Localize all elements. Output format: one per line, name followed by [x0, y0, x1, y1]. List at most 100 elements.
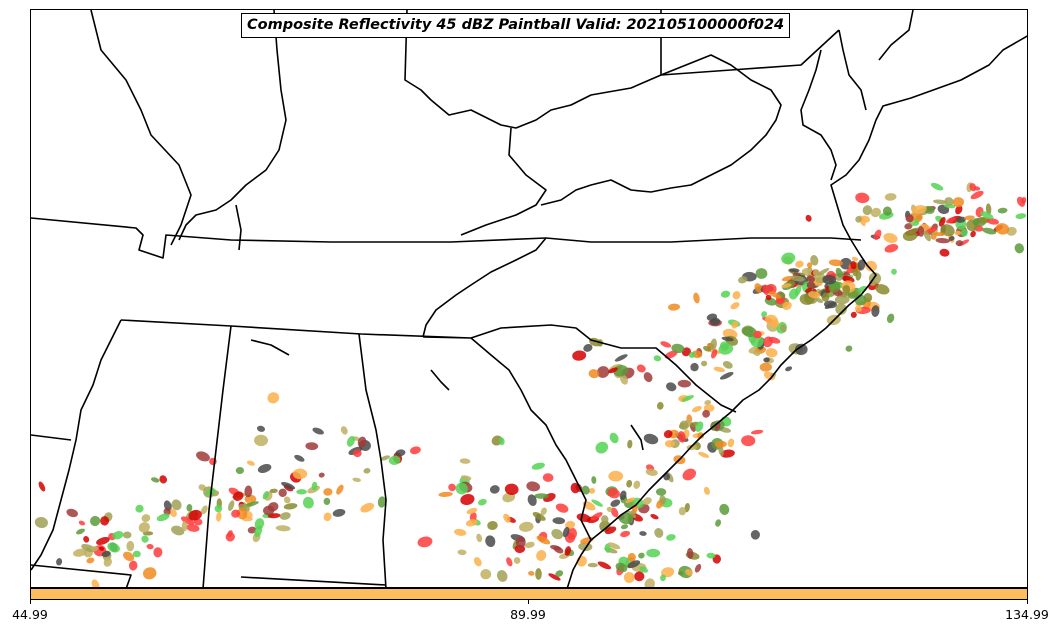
- reflectivity-blob: [952, 197, 964, 208]
- reflectivity-blob: [995, 223, 1010, 235]
- reflectivity-blob: [719, 503, 730, 515]
- reflectivity-blob: [610, 499, 621, 507]
- reflectivity-blob: [336, 484, 344, 495]
- pa-southern-line: [660, 10, 840, 76]
- reflectivity-blob: [857, 259, 866, 271]
- reflectivity-blob: [200, 505, 208, 515]
- reflectivity-blob: [438, 491, 453, 497]
- reflectivity-blob: [536, 550, 547, 561]
- reflectivity-blob: [721, 336, 734, 342]
- reflectivity-blob: [945, 217, 956, 224]
- reflectivity-blob: [257, 464, 272, 473]
- reflectivity-blob: [759, 362, 772, 372]
- reflectivity-blob: [682, 468, 697, 481]
- reflectivity-blob: [171, 499, 182, 511]
- reflectivity-blob: [363, 468, 371, 474]
- reflectivity-blob: [141, 535, 149, 543]
- reflectivity-blob: [409, 446, 421, 455]
- reflectivity-blob: [763, 357, 770, 363]
- reflectivity-blob: [489, 485, 500, 494]
- colorbar-tick-middle: [528, 600, 529, 604]
- reflectivity-blob: [685, 569, 693, 576]
- reflectivity-blob: [781, 252, 796, 265]
- reflectivity-blob: [659, 495, 667, 505]
- reflectivity-blob: [232, 491, 244, 501]
- reflectivity-blob: [884, 193, 897, 201]
- reflectivity-blob: [782, 301, 792, 310]
- reflectivity-blob: [980, 211, 994, 220]
- reflectivity-blob: [785, 366, 793, 372]
- reflectivity-blob: [948, 236, 955, 241]
- reflectivity-blob: [862, 205, 873, 216]
- reflectivity-blob: [180, 516, 195, 525]
- reflectivity-blob: [860, 215, 871, 223]
- reflectivity-blob: [633, 480, 641, 489]
- colorbar-label-mid: 89.99: [510, 607, 546, 622]
- reflectivity-blob: [643, 433, 659, 445]
- reflectivity-blob: [902, 230, 918, 242]
- reflectivity-blob: [917, 226, 925, 237]
- reflectivity-blob: [263, 505, 275, 516]
- reflectivity-blob: [122, 531, 132, 539]
- reflectivity-blob: [485, 535, 496, 548]
- reflectivity-blob: [608, 367, 618, 374]
- reflectivity-blob: [135, 504, 144, 513]
- reflectivity-blob: [639, 566, 649, 573]
- reflectivity-blob: [686, 548, 694, 559]
- reflectivity-blob: [519, 521, 534, 532]
- reflectivity-blob: [90, 515, 101, 527]
- reflectivity-blob: [761, 311, 767, 318]
- reflectivity-blob: [960, 228, 968, 237]
- reflectivity-blob: [591, 476, 597, 484]
- reflectivity-blob: [795, 260, 804, 268]
- reflectivity-blob: [664, 350, 678, 359]
- reflectivity-blob: [626, 511, 637, 518]
- reflectivity-blob: [269, 488, 278, 494]
- reflectivity-blob: [973, 186, 981, 191]
- reflectivity-blob: [711, 349, 718, 359]
- reflectivity-blob: [985, 203, 992, 215]
- reflectivity-blob: [123, 551, 135, 562]
- reflectivity-blob: [845, 345, 853, 352]
- reflectivity-blob: [769, 291, 782, 299]
- reflectivity-blob: [781, 276, 794, 282]
- ky-lake: [235, 204, 242, 251]
- reflectivity-blob: [677, 379, 692, 388]
- reflectivity-blob: [625, 497, 635, 504]
- reflectivity-blob: [765, 348, 778, 358]
- reflectivity-blob: [595, 441, 609, 454]
- reflectivity-blob: [228, 500, 235, 511]
- reflectivity-blob: [581, 485, 590, 495]
- reflectivity-blob: [935, 237, 950, 244]
- tn-southern-line: [120, 319, 472, 339]
- reflectivity-blob: [504, 483, 519, 496]
- reflectivity-blob: [552, 517, 566, 525]
- reflectivity-blob: [138, 522, 150, 533]
- reflectivity-blob: [528, 570, 535, 576]
- reflectivity-blob: [663, 430, 673, 439]
- reflectivity-blob: [498, 437, 505, 446]
- reflectivity-blob: [666, 382, 677, 392]
- reflectivity-blob: [1016, 196, 1026, 207]
- ky-southern-line: [31, 217, 547, 259]
- reflectivity-blob: [677, 431, 686, 443]
- reflectivity-blob: [279, 512, 291, 520]
- reflectivity-blob: [448, 483, 456, 492]
- atlantic-coastline: [566, 35, 1027, 587]
- reflectivity-blob: [171, 525, 185, 536]
- reflectivity-blob: [312, 427, 324, 435]
- ms-al-line: [202, 325, 232, 587]
- reflectivity-blob: [886, 313, 895, 323]
- reflectivity-blob: [128, 560, 138, 571]
- reflectivity-blob: [535, 568, 542, 580]
- reflectivity-blob: [91, 546, 98, 552]
- reflectivity-blob: [765, 294, 772, 301]
- reflectivity-blob: [795, 343, 808, 356]
- reflectivity-blob: [357, 436, 367, 448]
- reflectivity-blob: [478, 498, 487, 506]
- paintball-blobs: [34, 182, 1027, 587]
- reflectivity-blob: [608, 470, 624, 482]
- reflectivity-blob: [531, 462, 545, 470]
- delaware-md-line: [838, 29, 867, 111]
- reflectivity-blob: [353, 449, 362, 458]
